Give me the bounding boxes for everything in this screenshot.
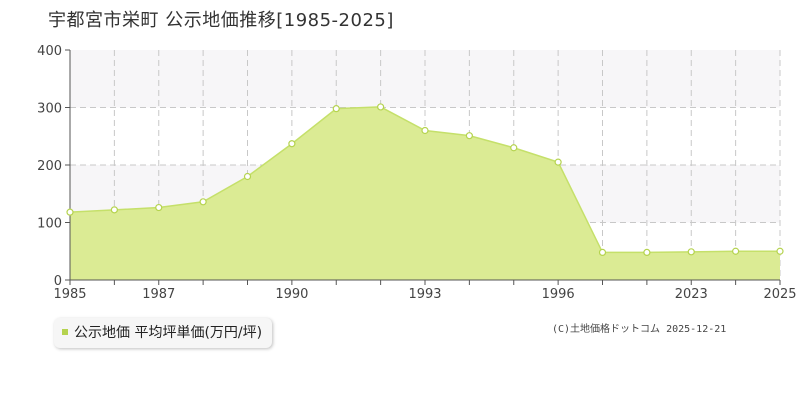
x-tick-label: 1996 <box>542 287 575 302</box>
data-point <box>643 248 651 256</box>
shaded-band <box>70 50 780 108</box>
data-point <box>288 140 296 148</box>
data-point <box>66 208 74 216</box>
legend-swatch <box>62 329 68 335</box>
y-tick-label: 200 <box>37 159 62 174</box>
x-tick-label: 2023 <box>675 287 708 302</box>
data-point <box>776 247 784 255</box>
x-tick-label: 1985 <box>53 287 86 302</box>
data-point <box>110 206 118 214</box>
data-point <box>510 144 518 152</box>
copyright-text: (C)土地価格ドットコム 2025-12-21 <box>552 324 727 335</box>
x-tick-label: 1987 <box>142 287 175 302</box>
x-tick-label: 2025 <box>763 287 796 302</box>
data-point <box>199 198 207 206</box>
data-point <box>554 158 562 166</box>
data-point <box>377 103 385 111</box>
chart-title: 宇都宮市栄町 公示地価推移[1985-2025] <box>48 10 394 31</box>
y-tick-label: 0 <box>54 274 62 289</box>
series-area <box>70 106 780 280</box>
data-point <box>155 203 163 212</box>
data-point <box>421 126 429 135</box>
data-point <box>598 248 607 256</box>
data-point <box>732 247 740 255</box>
y-tick-label: 100 <box>37 217 62 232</box>
data-point <box>687 248 695 256</box>
data-point <box>332 105 340 113</box>
y-tick-label: 300 <box>37 102 62 117</box>
legend-label: 公示地価 平均坪単価(万円/坪) <box>74 325 263 341</box>
data-point <box>243 172 252 181</box>
y-tick-label: 400 <box>37 44 62 59</box>
legend: 公示地価 平均坪単価(万円/坪) <box>54 318 273 348</box>
x-tick-label: 1993 <box>408 287 441 302</box>
x-tick-label: 1990 <box>275 287 308 302</box>
data-point <box>465 132 473 140</box>
